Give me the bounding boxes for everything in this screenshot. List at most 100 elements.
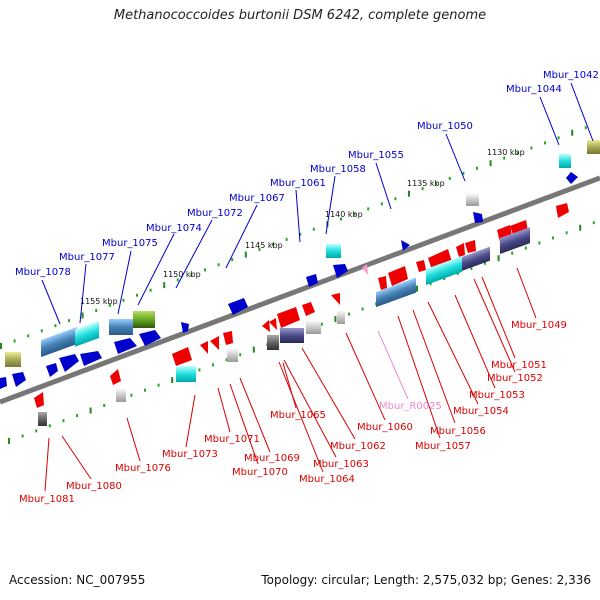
gene-feature[interactable] [109,319,133,335]
gene-feature[interactable] [401,240,410,251]
gene-label[interactable]: Mbur_1055 [348,150,404,161]
gene-feature[interactable] [473,212,483,223]
gene-feature[interactable] [416,260,426,272]
gene-feature[interactable] [12,372,26,387]
scale-tick-minor [552,236,554,240]
gene-label[interactable]: Mbur_1081 [19,494,75,505]
gene-feature[interactable] [587,140,600,154]
scale-tick-minor [190,273,193,277]
gene-label[interactable]: Mbur_R0025 [379,401,442,412]
gene-feature[interactable] [223,331,233,345]
scale-tick-minor [62,419,65,423]
gene-feature[interactable] [465,240,476,253]
topology-label: Topology: circular; Length: 2,575,032 bp… [261,573,591,587]
gene-label[interactable]: Mbur_1080 [66,481,122,492]
gene-feature[interactable] [466,193,479,206]
gene-label[interactable]: Mbur_1076 [115,463,171,474]
gene-label[interactable]: Mbur_1050 [417,121,473,132]
gene-feature[interactable] [75,320,99,347]
gene-feature[interactable] [210,336,219,350]
gene-label[interactable]: Mbur_1078 [15,267,71,278]
gene-feature[interactable] [46,363,58,377]
gene-label[interactable]: Mbur_1058 [310,164,366,175]
gene-label[interactable]: Mbur_1073 [162,449,218,460]
gene-feature[interactable] [80,351,102,366]
gene-feature[interactable] [110,369,121,385]
gene-feature[interactable] [114,338,137,354]
gene-feature[interactable] [388,266,408,286]
gene-feature[interactable] [556,203,569,218]
gene-feature[interactable] [227,348,238,362]
gene-feature[interactable] [378,276,387,290]
scale-tick-minor [394,197,397,201]
scale-tick-minor [136,293,138,297]
gene-feature[interactable] [269,318,277,330]
gene-label[interactable]: Mbur_1051 [491,360,547,371]
gene-feature[interactable] [500,227,530,255]
gene-label[interactable]: Mbur_1053 [469,390,525,401]
gene-feature[interactable] [376,277,416,308]
gene-label[interactable]: Mbur_1042 [543,70,599,81]
gene-feature[interactable] [5,352,21,367]
scale-tick-major [489,160,492,167]
gene-label[interactable]: Mbur_1065 [270,410,326,421]
gene-feature[interactable] [306,274,318,287]
gene-feature[interactable] [200,341,208,354]
gene-label[interactable]: Mbur_1070 [232,467,288,478]
gene-label[interactable]: Mbur_1061 [270,178,326,189]
gene-feature[interactable] [34,392,44,408]
gene-feature[interactable] [326,244,341,258]
gene-feature[interactable] [133,311,155,328]
gene-feature[interactable] [456,243,465,257]
gene-feature[interactable] [41,326,77,358]
scale-label: 1140 kbp [325,210,363,219]
gene-feature[interactable] [302,302,315,316]
gene-feature[interactable] [262,320,270,332]
gene-feature[interactable] [426,255,462,285]
gene-feature[interactable] [428,249,452,270]
gene-feature[interactable] [333,264,348,278]
gene-label[interactable]: Mbur_1071 [204,434,260,445]
scale-tick-minor [27,334,30,338]
gene-label[interactable]: Mbur_1060 [357,422,413,433]
gene-feature[interactable] [559,154,571,168]
gene-feature[interactable] [139,330,161,346]
gene-label[interactable]: Mbur_1057 [415,441,471,452]
gene-feature[interactable] [460,246,490,272]
gene-feature[interactable] [566,172,578,184]
gene-label[interactable]: Mbur_1075 [102,238,158,249]
gene-feature[interactable] [116,388,126,402]
gene-feature[interactable] [181,322,189,333]
gene-label[interactable]: Mbur_1063 [313,459,369,470]
gene-feature[interactable] [331,293,340,305]
gene-feature[interactable] [337,310,345,324]
gene-feature[interactable] [38,412,47,426]
gene-feature[interactable] [172,347,192,366]
gene-feature[interactable] [306,320,321,334]
scale-tick-minor [48,424,51,428]
gene-feature[interactable] [277,307,300,328]
gene-label[interactable]: Mbur_1062 [330,441,386,452]
scale-tick-minor [435,182,438,186]
gene-label[interactable]: Mbur_1054 [453,406,509,417]
scale-tick-minor [320,322,323,326]
gene-label[interactable]: Mbur_1056 [430,426,486,437]
gene-feature[interactable] [0,377,7,389]
gene-feature[interactable] [280,328,304,343]
gene-feature[interactable] [59,354,79,372]
gene-label[interactable]: Mbur_1067 [229,193,285,204]
gene-label[interactable]: Mbur_1044 [506,84,562,95]
gene-label[interactable]: Mbur_1072 [187,208,243,219]
gene-label[interactable]: Mbur_1049 [511,320,567,331]
gene-label[interactable]: Mbur_1064 [299,474,355,485]
gene-label[interactable]: Mbur_1069 [244,453,300,464]
gene-label[interactable]: Mbur_1052 [487,373,543,384]
gene-label[interactable]: Mbur_1077 [59,252,115,263]
gene-feature[interactable] [362,264,368,275]
gene-label[interactable]: Mbur_1074 [146,223,202,234]
gene-feature[interactable] [176,366,196,382]
gene-feature[interactable] [228,298,248,315]
scale-tick-minor [108,303,111,307]
gene-feature[interactable] [267,335,279,350]
scale-tick-minor [353,212,356,216]
